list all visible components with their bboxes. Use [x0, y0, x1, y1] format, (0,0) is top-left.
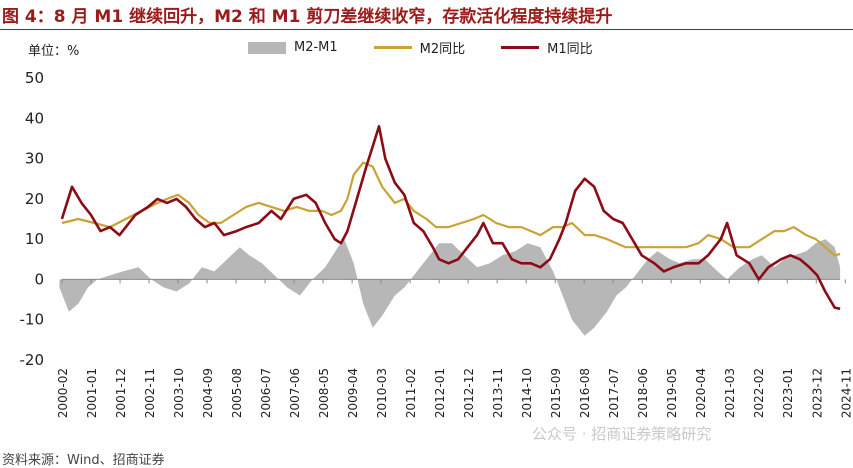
y-tick-label: 10	[25, 230, 44, 248]
x-tick-label: 2000-02	[56, 368, 70, 418]
x-tick-label: 2009-04	[346, 368, 360, 418]
x-tick-label: 2013-11	[491, 368, 505, 418]
y-tick-label: -10	[20, 311, 45, 329]
x-tick-label: 2024-11	[839, 368, 853, 418]
x-tick-label: 2012-12	[462, 368, 476, 418]
series-area-m2-m1	[59, 239, 841, 336]
x-tick-label: 2022-02	[752, 368, 766, 418]
y-tick-label: 0	[34, 270, 44, 288]
legend-item-m2: M2同比	[373, 38, 466, 57]
x-tick-label: 2001-12	[114, 368, 128, 418]
x-tick-label: 2003-10	[172, 368, 186, 418]
x-tick-label: 2023-01	[781, 368, 795, 418]
title-divider	[0, 29, 853, 30]
source-note: 资料来源：Wind、招商证券	[2, 453, 165, 468]
x-tick-label: 2021-03	[723, 368, 737, 418]
x-tick-label: 2010-03	[375, 368, 389, 418]
legend-label-spread: M2-M1	[294, 40, 338, 55]
x-tick-label: 2002-11	[143, 368, 157, 418]
unit-label: 单位：%	[28, 44, 80, 59]
x-tick-label: 2012-01	[433, 368, 447, 418]
legend-swatch-m2	[373, 46, 412, 49]
page-title: 图 4：8 月 M1 继续回升，M2 和 M1 剪刀差继续收窄，存款活化程度持续…	[2, 7, 613, 27]
x-tick-label: 2011-02	[404, 368, 418, 418]
x-tick-label: 2007-06	[288, 368, 302, 418]
legend-item-m1: M1同比	[501, 38, 593, 57]
x-tick-label: 2018-06	[636, 368, 650, 418]
x-tick-label: 2020-04	[694, 368, 708, 418]
x-tick-label: 2019-05	[665, 368, 679, 418]
x-tick-label: 2016-08	[578, 368, 592, 418]
legend-item-spread: M2-M1	[248, 40, 338, 55]
watermark: 公众号 · 招商证券策略研究	[532, 425, 712, 443]
y-tick-label: -20	[20, 351, 45, 369]
y-tick-label: 20	[25, 190, 44, 208]
x-tick-label: 2017-07	[607, 368, 621, 418]
x-tick-label: 2004-09	[201, 368, 215, 418]
x-tick-label: 2023-12	[810, 368, 824, 418]
series-line-m1	[60, 125, 841, 311]
x-tick-label: 2006-07	[259, 368, 273, 418]
legend-swatch-m1	[501, 46, 540, 49]
legend-swatch-spread	[248, 41, 286, 54]
x-tick-label: 2001-01	[85, 368, 99, 418]
y-tick-label: 30	[25, 150, 44, 168]
x-tick-label: 2008-05	[317, 368, 331, 418]
x-tick-label: 2005-08	[230, 368, 244, 418]
chart-legend: M2-M1 M2同比 M1同比	[248, 38, 629, 57]
legend-label-m1: M1同比	[547, 42, 593, 57]
legend-label-m2: M2同比	[419, 42, 466, 57]
x-tick-label: 2014-10	[520, 368, 534, 418]
x-tick-label: 2015-09	[549, 368, 563, 418]
y-tick-label: 50	[25, 69, 44, 87]
y-tick-label: 40	[25, 109, 44, 127]
series-line-m2	[61, 161, 841, 257]
